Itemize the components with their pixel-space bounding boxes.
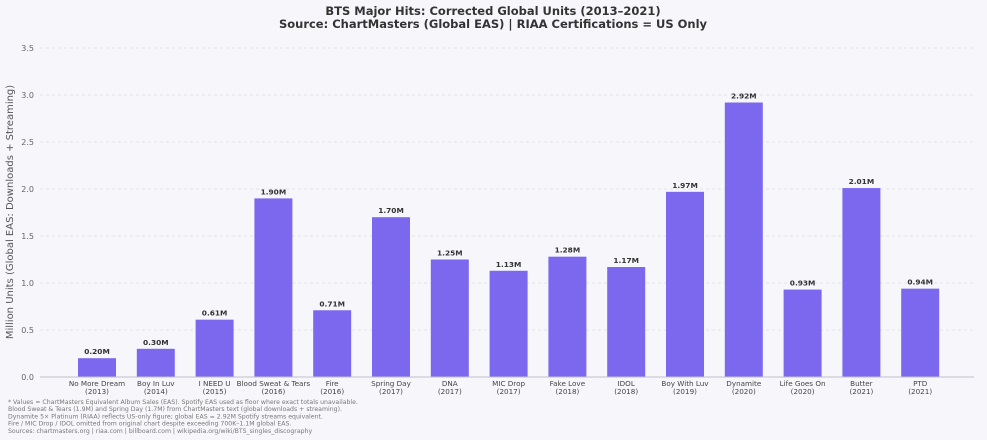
bar <box>842 188 881 377</box>
y-tick-label: 0.5 <box>21 326 34 335</box>
category-year: (2018) <box>614 387 638 396</box>
bar <box>666 191 704 377</box>
bar <box>783 289 822 377</box>
category-label: Fake Love <box>550 379 586 388</box>
y-axis-label: Million Units (Global EAS: Downloads + S… <box>5 85 16 339</box>
y-tick-label: 1.5 <box>21 232 34 241</box>
value-labels: 0.20M 0.30M 0.61M 1.90M 0.71M 1.70M 1.25M 1.13M… <box>84 92 933 357</box>
y-tick-label: 3.0 <box>21 91 34 100</box>
category-year: (2016) <box>320 387 344 396</box>
value-label: 0.20M <box>84 347 110 356</box>
y-tick-label: 1.0 <box>21 279 34 288</box>
bar <box>372 217 410 377</box>
category-year: (2021) <box>849 387 873 396</box>
bar <box>254 198 293 377</box>
footnote-line: Dynamite 5× Platinum (RIAA) reflects US-… <box>8 413 323 420</box>
bars <box>78 102 940 378</box>
value-label: 0.30M <box>143 338 169 347</box>
category-year: (2016) <box>261 387 285 396</box>
category-label: Life Goes On <box>780 379 826 388</box>
category-label: Spring Day <box>371 379 411 388</box>
category-year: (2015) <box>203 387 227 396</box>
y-tick-label: 0.0 <box>21 373 34 382</box>
bar <box>136 348 175 377</box>
category-year: (2017) <box>379 387 403 396</box>
value-label: 0.71M <box>319 299 345 308</box>
value-label: 2.92M <box>731 92 757 101</box>
bar <box>195 319 234 377</box>
bar <box>78 358 116 377</box>
category-year: (2014) <box>144 387 168 396</box>
chart-title: BTS Major Hits: Corrected Global Units (… <box>325 4 660 18</box>
value-label: 1.97M <box>672 181 698 190</box>
value-label: 1.25M <box>437 249 463 258</box>
footnote-line: Sources: chartmasters.org | riaa.com | b… <box>8 428 312 435</box>
bar <box>430 259 469 377</box>
bar <box>607 267 646 377</box>
value-label: 2.01M <box>849 177 875 186</box>
bar <box>489 270 528 377</box>
category-labels: No More Dream(2013) Boy In Luv(2014) I NEE… <box>69 379 933 396</box>
bar <box>724 102 763 378</box>
category-label: Fire <box>326 379 339 388</box>
y-tick-label: 2.0 <box>21 185 34 194</box>
bar <box>313 310 352 377</box>
footnote-line: * Values = ChartMasters Equivalent Album… <box>8 399 358 406</box>
category-year: (2019) <box>673 387 697 396</box>
category-year: (2017) <box>497 387 521 396</box>
value-label: 1.28M <box>555 246 581 255</box>
value-label: 1.70M <box>378 206 404 215</box>
category-year: (2021) <box>908 387 932 396</box>
category-label: IDOL <box>618 379 635 388</box>
value-label: 1.17M <box>613 256 639 265</box>
category-year: (2013) <box>85 387 109 396</box>
y-tick-label: 3.5 <box>21 44 34 53</box>
category-label: Boy With Luv <box>661 379 709 388</box>
category-label: MIC Drop <box>492 379 525 388</box>
category-year: (2020) <box>791 387 815 396</box>
footnote-line: Blood Sweat & Tears (1.9M) and Spring Da… <box>8 406 342 413</box>
category-label: Boy In Luv <box>137 379 175 388</box>
value-label: 1.90M <box>261 187 287 196</box>
category-label: Butter <box>850 379 873 388</box>
category-label: DNA <box>442 379 458 388</box>
bar <box>901 288 940 377</box>
value-label: 0.93M <box>790 279 816 288</box>
y-tick-label: 2.5 <box>21 138 34 147</box>
category-year: (2017) <box>438 387 462 396</box>
category-label: PTD <box>913 379 928 388</box>
category-label: I NEED U <box>199 379 231 388</box>
category-label: No More Dream <box>69 379 125 388</box>
category-label: Blood Sweat & Tears <box>237 379 311 388</box>
y-axis-ticks: 0.0 0.5 1.0 1.5 2.0 2.5 3.0 3.5 <box>21 44 34 382</box>
category-year: (2018) <box>555 387 579 396</box>
footnote-line: Fire / MIC Drop / IDOL omitted from orig… <box>8 421 291 428</box>
category-label: Dynamite <box>726 379 762 388</box>
chart-subtitle: Source: ChartMasters (Global EAS) | RIAA… <box>279 17 708 31</box>
value-label: 0.94M <box>907 278 933 287</box>
value-label: 1.13M <box>496 260 522 269</box>
category-year: (2020) <box>732 387 756 396</box>
bar <box>548 256 587 377</box>
value-label: 0.61M <box>202 309 228 318</box>
footnotes: * Values = ChartMasters Equivalent Album… <box>8 399 358 435</box>
